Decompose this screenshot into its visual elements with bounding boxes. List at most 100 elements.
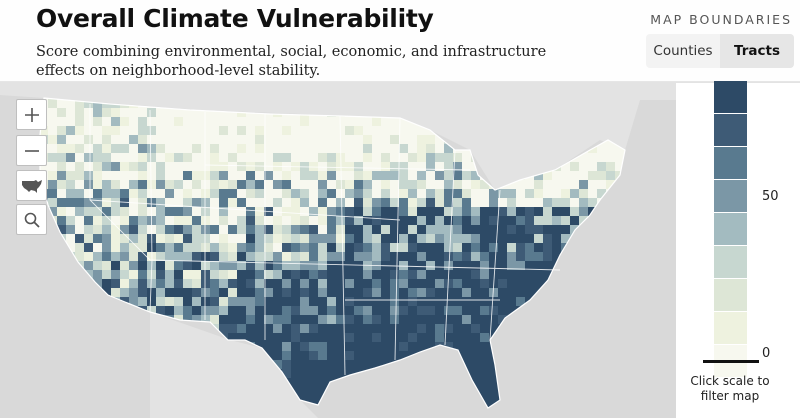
tract-cell bbox=[615, 270, 624, 279]
tract-cell bbox=[372, 243, 381, 252]
tract-cell bbox=[525, 225, 534, 234]
tract-cell bbox=[363, 126, 372, 135]
legend-swatch-2[interactable] bbox=[714, 147, 747, 179]
tract-cell bbox=[444, 171, 453, 180]
tract-cell bbox=[192, 171, 201, 180]
counties-button[interactable]: Counties bbox=[653, 43, 713, 59]
tract-cell bbox=[435, 189, 444, 198]
tract-cell bbox=[462, 360, 471, 369]
legend-swatch-4[interactable] bbox=[714, 213, 747, 245]
tract-cell bbox=[606, 324, 615, 333]
tract-cell bbox=[588, 342, 597, 351]
tract-cell bbox=[309, 189, 318, 198]
tract-cell bbox=[354, 288, 363, 297]
tract-cell bbox=[111, 117, 120, 126]
tract-cell bbox=[426, 171, 435, 180]
tract-cell bbox=[138, 378, 147, 387]
tract-cell bbox=[291, 225, 300, 234]
tract-cell bbox=[84, 333, 93, 342]
tract-cell bbox=[372, 279, 381, 288]
tract-cell bbox=[543, 333, 552, 342]
tract-cell bbox=[633, 324, 642, 333]
tract-cell bbox=[363, 225, 372, 234]
tract-cell bbox=[219, 117, 228, 126]
tract-cell bbox=[381, 162, 390, 171]
tract-cell bbox=[570, 279, 579, 288]
tract-cell bbox=[435, 297, 444, 306]
tract-cell bbox=[129, 225, 138, 234]
tract-cell bbox=[102, 117, 111, 126]
tract-cell bbox=[444, 360, 453, 369]
tract-cell bbox=[561, 351, 570, 360]
tract-cell bbox=[192, 315, 201, 324]
search-button[interactable] bbox=[16, 204, 47, 235]
tract-cell bbox=[147, 126, 156, 135]
tract-cell bbox=[633, 234, 642, 243]
tract-cell bbox=[534, 414, 543, 418]
legend-swatch-5[interactable] bbox=[714, 246, 747, 278]
zoom-in-button[interactable] bbox=[16, 99, 47, 130]
legend-swatch-1[interactable] bbox=[714, 114, 747, 146]
tract-cell bbox=[40, 162, 48, 171]
tract-cell bbox=[183, 252, 192, 261]
tracts-button[interactable]: Tracts bbox=[720, 34, 794, 68]
tract-cell bbox=[426, 270, 435, 279]
tract-cell bbox=[363, 270, 372, 279]
tract-cell bbox=[426, 261, 435, 270]
tract-cell bbox=[273, 234, 282, 243]
tract-cell bbox=[588, 351, 597, 360]
tract-cell bbox=[408, 396, 417, 405]
tract-cell bbox=[426, 180, 435, 189]
tract-cell bbox=[597, 180, 606, 189]
tract-cell bbox=[507, 333, 516, 342]
tract-cell bbox=[66, 162, 75, 171]
tract-cell bbox=[372, 162, 381, 171]
tract-cell bbox=[597, 189, 606, 198]
tract-cell bbox=[435, 333, 444, 342]
tract-cell bbox=[219, 324, 228, 333]
tract-cell bbox=[75, 414, 84, 418]
tract-cell bbox=[408, 414, 417, 418]
tract-cell bbox=[30, 270, 39, 279]
tract-cell bbox=[597, 297, 606, 306]
tract-cell bbox=[588, 405, 597, 408]
tract-cell bbox=[417, 162, 426, 171]
tract-cell bbox=[291, 153, 300, 162]
tract-cell bbox=[201, 108, 210, 117]
tract-cell bbox=[174, 162, 183, 171]
tract-cell bbox=[129, 180, 138, 189]
tract-cell bbox=[309, 135, 318, 144]
legend-swatch-3[interactable] bbox=[714, 180, 747, 212]
tract-cell bbox=[57, 405, 66, 408]
tract-cell bbox=[570, 342, 579, 351]
tract-cell bbox=[93, 306, 102, 315]
tract-cell bbox=[417, 171, 426, 180]
tract-cell bbox=[84, 414, 93, 418]
legend-swatch-6[interactable] bbox=[714, 279, 747, 311]
tract-cell bbox=[417, 261, 426, 270]
tract-cell bbox=[120, 216, 129, 225]
tract-cell bbox=[75, 396, 84, 405]
tract-cell bbox=[579, 333, 588, 342]
tract-cell bbox=[273, 126, 282, 135]
tract-cell bbox=[489, 243, 498, 252]
tract-cell bbox=[444, 333, 453, 342]
tract-cell bbox=[57, 306, 66, 315]
tract-cell bbox=[174, 288, 183, 297]
legend-swatch-7[interactable] bbox=[714, 312, 747, 344]
tract-cell bbox=[246, 225, 255, 234]
tract-cell bbox=[300, 234, 309, 243]
tract-cell bbox=[75, 153, 84, 162]
tract-cell bbox=[318, 342, 327, 351]
tract-cell bbox=[336, 414, 345, 418]
tract-cell bbox=[237, 198, 246, 207]
tract-cell bbox=[174, 207, 183, 216]
tract-cell bbox=[264, 342, 273, 351]
tract-cell bbox=[561, 288, 570, 297]
tract-cell bbox=[66, 108, 75, 117]
tract-cell bbox=[282, 117, 291, 126]
zoom-out-button[interactable] bbox=[16, 135, 47, 166]
legend-swatch-0[interactable] bbox=[714, 81, 747, 113]
reset-view-button[interactable] bbox=[16, 170, 47, 201]
tract-cell bbox=[588, 225, 597, 234]
